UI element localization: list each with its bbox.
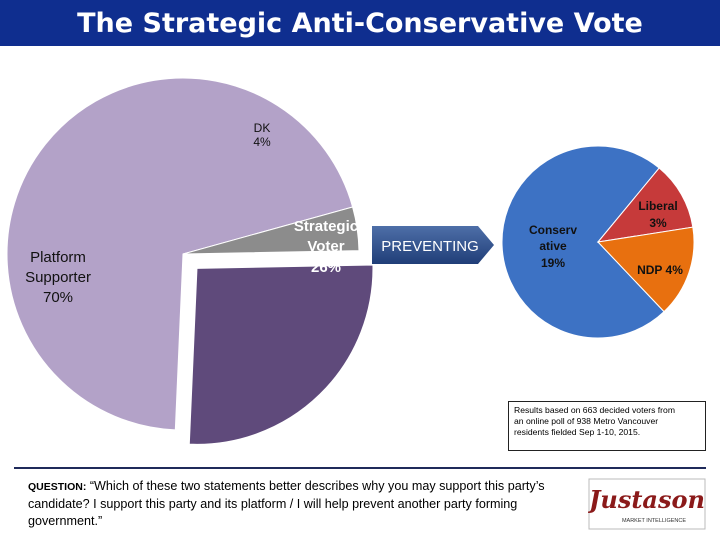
methodology-note: Results based on 663 decided voters from… bbox=[508, 401, 706, 451]
question-text: QUESTION: “Which of these two statements… bbox=[28, 478, 573, 530]
strategic-label-line2: Voter bbox=[307, 238, 344, 255]
question-label: QUESTION: bbox=[28, 481, 87, 493]
slice-platform-supporter bbox=[6, 77, 354, 431]
conserv-label-line1: Conserv bbox=[529, 223, 577, 237]
question-body: “Which of these two statements better de… bbox=[28, 479, 545, 528]
platform-label-line1: Platform bbox=[30, 249, 86, 266]
strategic-pct: 26% bbox=[311, 259, 341, 276]
page-title: The Strategic Anti-Conservative Vote bbox=[0, 0, 720, 46]
liberal-pct: 3% bbox=[649, 216, 667, 230]
ndp-label: NDP 4% bbox=[637, 263, 683, 277]
justason-logo: Justason MARKET INTELLIGENCE bbox=[588, 478, 706, 530]
slice-conservative bbox=[501, 145, 665, 339]
conserv-pct: 19% bbox=[541, 256, 565, 270]
logo-tagline: MARKET INTELLIGENCE bbox=[622, 518, 686, 524]
note-line-2: an online poll of 938 Metro Vancouver bbox=[514, 416, 659, 426]
platform-label-line2: Supporter bbox=[25, 269, 91, 286]
right-pie bbox=[501, 145, 695, 339]
liberal-label: Liberal bbox=[638, 199, 677, 213]
dk-label: DK bbox=[254, 121, 271, 135]
arrow-label: PREVENTING bbox=[381, 238, 479, 255]
strategic-label-line1: Strategic bbox=[294, 218, 358, 235]
slice-strategic-voter bbox=[188, 264, 374, 445]
slice-ndp bbox=[596, 226, 695, 313]
platform-pct: 70% bbox=[43, 289, 73, 306]
dk-pct: 4% bbox=[253, 135, 271, 149]
slice-liberal bbox=[596, 167, 694, 243]
slice-dk bbox=[182, 206, 360, 255]
note-line-1: Results based on 663 decided voters from bbox=[514, 405, 675, 415]
left-pie bbox=[6, 77, 374, 445]
logo-name: Justason bbox=[588, 485, 705, 514]
charts-area: DK 4% Platform Supporter 70% Strategic V… bbox=[6, 77, 695, 445]
divider bbox=[14, 467, 706, 469]
preventing-arrow: PREVENTING bbox=[372, 226, 494, 264]
conserv-label-line2: ative bbox=[539, 239, 567, 253]
note-line-3: residents fielded Sep 1-10, 2015. bbox=[514, 427, 641, 437]
